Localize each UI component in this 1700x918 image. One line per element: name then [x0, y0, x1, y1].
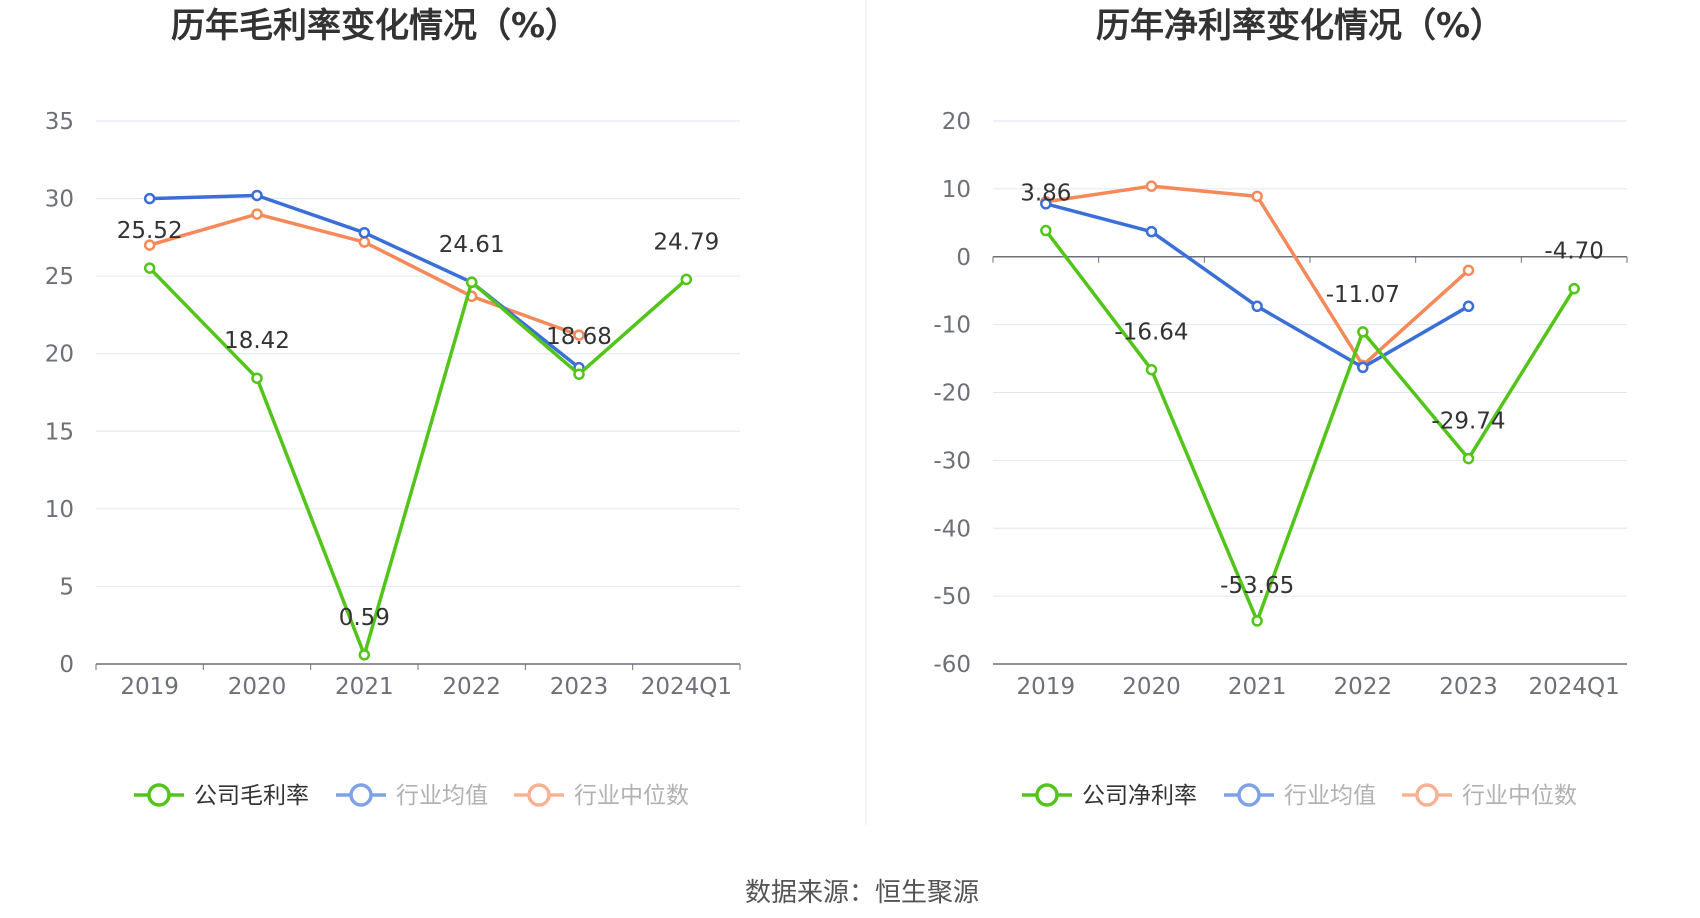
series-line-company: [148, 266, 688, 657]
y-tick-label: -60: [933, 652, 971, 678]
y-tick-label: -30: [933, 448, 971, 474]
y-tick-label: 0: [956, 245, 971, 271]
data-point-company: [251, 372, 263, 384]
chart-title: 历年毛利率变化情况（%）: [171, 6, 579, 46]
data-point-industry-median: [1462, 264, 1475, 277]
series-line-company: [1044, 229, 1576, 623]
series-line-industry-avg: [1045, 202, 1470, 370]
legend-item-industry-avg[interactable]: 行业均值: [1224, 783, 1376, 809]
y-tick-label: -10: [933, 313, 971, 339]
legend-item-industry-avg[interactable]: 行业均值: [336, 783, 488, 809]
data-point-company: [1040, 224, 1052, 237]
data-label: 25.52: [117, 218, 183, 244]
x-tick-label: 2020: [228, 674, 287, 700]
y-tick-label: 0: [59, 652, 74, 678]
legend-marker: [1237, 783, 1261, 807]
legend-item-company[interactable]: 公司净利率: [1022, 783, 1197, 809]
data-label: 18.42: [224, 328, 290, 354]
y-tick-label: 35: [45, 109, 74, 135]
data-point-industry-avg: [143, 192, 156, 205]
data-point-industry-avg: [1462, 300, 1475, 313]
data-point-industry-avg: [1357, 361, 1369, 374]
legend-item-industry-median[interactable]: 行业中位数: [514, 783, 689, 809]
data-label: -53.65: [1220, 573, 1294, 599]
data-point-company: [680, 273, 693, 286]
data-label: -16.64: [1114, 320, 1188, 346]
data-point-industry-median: [358, 236, 371, 248]
net-margin-chart: 历年净利率变化情况（%） 20 10 0 -10 -20 -30 -40 -50 -60 2019 2…: [933, 6, 1628, 809]
x-tick-label: 2024Q1: [1529, 674, 1620, 700]
data-point-industry-median: [573, 329, 585, 341]
legend-marker: [527, 783, 551, 807]
data-point-industry-avg: [251, 189, 263, 202]
legend-label: 公司毛利率: [194, 783, 309, 809]
legend-marker: [349, 783, 373, 807]
data-point-company: [1568, 282, 1580, 295]
x-tick-label: 2021: [1228, 674, 1287, 700]
data-point-industry-median: [1251, 190, 1263, 203]
data-point-industry-median: [143, 239, 156, 251]
data-point-industry-avg: [1040, 198, 1052, 210]
x-tick-label: 2019: [1017, 674, 1076, 700]
y-tick-label: -20: [933, 381, 971, 407]
series-line-industry-avg: [149, 193, 581, 370]
data-point-industry-median: [1145, 180, 1158, 192]
y-tick-label: 15: [45, 419, 74, 445]
data-point-company: [1145, 363, 1158, 376]
x-tick-label: 2023: [550, 674, 609, 700]
y-tick-label: 25: [45, 264, 74, 290]
y-tick-label: 10: [45, 497, 74, 523]
data-point-industry-avg: [1251, 300, 1263, 313]
legend-label: 行业均值: [1284, 783, 1376, 809]
data-point-company: [1251, 615, 1263, 627]
data-point-industry-avg: [358, 226, 371, 239]
y-tick-label: 20: [942, 109, 971, 135]
legend-label: 行业均值: [396, 783, 488, 809]
data-point-company: [143, 262, 156, 274]
legend-label: 行业中位数: [1462, 783, 1577, 809]
x-tick-label: 2023: [1439, 674, 1498, 700]
data-label: 0.59: [339, 605, 390, 631]
data-point-company: [573, 368, 585, 380]
data-point-company: [465, 276, 478, 288]
data-point-company: [1462, 452, 1475, 465]
data-point-industry-median: [251, 208, 263, 220]
data-label: -11.07: [1326, 282, 1400, 308]
chart-title: 历年净利率变化情况（%）: [1096, 6, 1504, 46]
data-label: -29.74: [1431, 409, 1505, 435]
gross-margin-chart: 历年毛利率变化情况（%） 35 30 25 20 15 10 5 0 2019 2020 2021 20…: [45, 6, 741, 809]
x-tick-label: 2022: [442, 674, 501, 700]
data-point-company: [358, 649, 371, 661]
data-label: 3.86: [1020, 181, 1071, 207]
data-point-industry-avg: [1145, 225, 1158, 238]
y-tick-label: 10: [942, 177, 971, 203]
x-tick-label: 2024Q1: [641, 674, 732, 700]
data-label: 24.79: [653, 229, 719, 255]
legend-marker: [1415, 783, 1439, 807]
y-tick-label: -50: [933, 584, 971, 610]
legend-marker: [147, 783, 171, 807]
source-text: 数据来源：恒生聚源: [745, 878, 979, 908]
legend-label: 行业中位数: [574, 783, 689, 809]
y-tick-label: 5: [59, 574, 74, 600]
legend-label: 公司净利率: [1082, 783, 1197, 809]
data-label: 18.68: [546, 324, 612, 350]
data-label: 24.61: [439, 232, 505, 258]
y-tick-label: 30: [45, 187, 74, 213]
y-tick-label: 20: [45, 342, 74, 368]
x-tick-label: 2022: [1334, 674, 1393, 700]
legend-item-industry-median[interactable]: 行业中位数: [1402, 783, 1577, 809]
legend-marker: [1035, 783, 1059, 807]
x-tick-label: 2020: [1122, 674, 1181, 700]
data-label: -4.70: [1544, 239, 1604, 265]
series-line-industry-median: [1045, 184, 1470, 368]
legend-item-company[interactable]: 公司毛利率: [134, 783, 309, 809]
x-tick-label: 2019: [120, 674, 179, 700]
x-tick-label: 2021: [335, 674, 394, 700]
y-tick-label: -40: [933, 516, 971, 542]
data-point-company: [1357, 326, 1369, 338]
